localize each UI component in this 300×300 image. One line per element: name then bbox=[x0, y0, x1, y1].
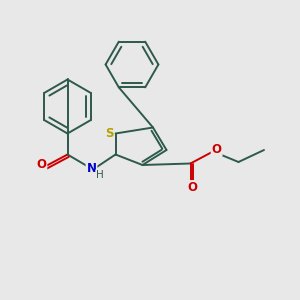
Text: O: O bbox=[187, 181, 197, 194]
Text: N: N bbox=[86, 161, 97, 175]
Text: O: O bbox=[212, 143, 222, 156]
Text: H: H bbox=[96, 170, 104, 180]
Text: S: S bbox=[105, 127, 113, 140]
Text: O: O bbox=[36, 158, 46, 172]
